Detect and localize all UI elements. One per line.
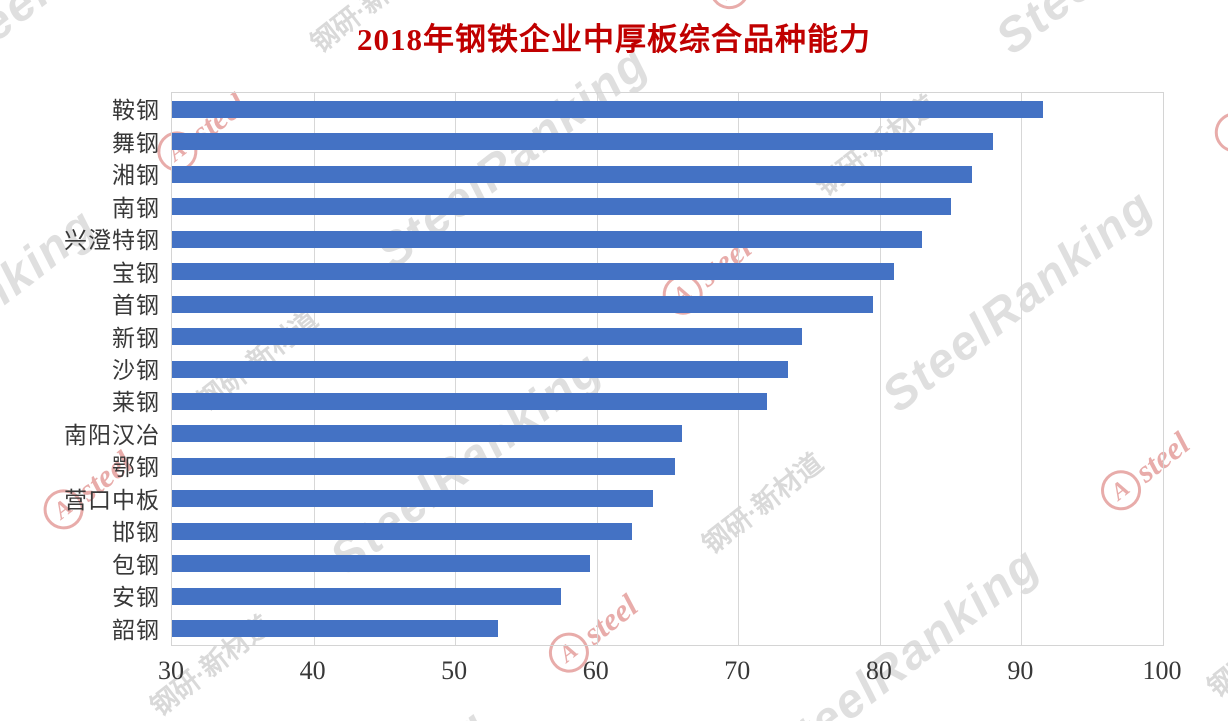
category-label: 湘钢 — [112, 162, 160, 189]
bar — [172, 425, 682, 443]
category-label: 安钢 — [112, 584, 160, 611]
bar — [172, 263, 894, 281]
chart-title: 2018年钢铁企业中厚板综合品种能力 — [357, 22, 871, 57]
plot-area — [171, 92, 1164, 646]
bar — [172, 328, 802, 346]
bar — [172, 587, 562, 605]
bar — [172, 457, 675, 475]
category-label: 鞍钢 — [112, 97, 160, 124]
x-tick-label: 60 — [582, 656, 609, 685]
category-label: 南钢 — [112, 194, 160, 221]
x-tick-label: 50 — [441, 656, 468, 685]
x-tick-label: 70 — [724, 656, 751, 685]
category-label: 宝钢 — [112, 259, 160, 286]
bar — [172, 555, 590, 573]
category-label: 韶钢 — [112, 616, 160, 643]
bar — [172, 198, 951, 216]
watermark-brand-text: SteelRanking — [206, 698, 498, 721]
category-label: 包钢 — [112, 551, 160, 578]
gridline — [1021, 93, 1023, 645]
y-axis-labels: 鞍钢舞钢湘钢南钢兴澄特钢宝钢首钢新钢沙钢莱钢南阳汉冶鄂钢营口中板邯钢包钢安钢韶钢 — [0, 92, 160, 646]
watermark-cn-text: 钢研·新材道 — [1202, 590, 1228, 704]
category-label: 营口中板 — [64, 486, 160, 513]
category-label: 南阳汉冶 — [64, 421, 160, 448]
bar — [172, 133, 994, 151]
category-label: 首钢 — [112, 292, 160, 319]
x-tick-label: 90 — [1007, 656, 1034, 685]
x-tick-label: 40 — [299, 656, 326, 685]
bar — [172, 490, 654, 508]
x-tick-label: 100 — [1142, 656, 1182, 685]
category-label: 沙钢 — [112, 356, 160, 383]
bar — [172, 100, 1043, 118]
gridline — [879, 93, 881, 645]
watermark-logo-icon: A — [1206, 104, 1228, 161]
bar — [172, 230, 923, 248]
category-label: 邯钢 — [112, 519, 160, 546]
bar — [172, 165, 972, 183]
category-label: 舞钢 — [112, 129, 160, 156]
bar — [172, 360, 788, 378]
x-tick-label: 80 — [865, 656, 892, 685]
bar — [172, 295, 873, 313]
category-label: 新钢 — [112, 324, 160, 351]
x-axis: 30 40 50 60 70 80 90 100 — [158, 656, 1182, 696]
x-tick-label: 30 — [158, 656, 184, 685]
category-label: 兴澄特钢 — [64, 227, 160, 254]
bar — [172, 522, 633, 540]
category-label: 莱钢 — [112, 389, 160, 416]
bar — [172, 392, 767, 410]
category-label: 鄂钢 — [112, 454, 160, 481]
bar — [172, 620, 498, 638]
